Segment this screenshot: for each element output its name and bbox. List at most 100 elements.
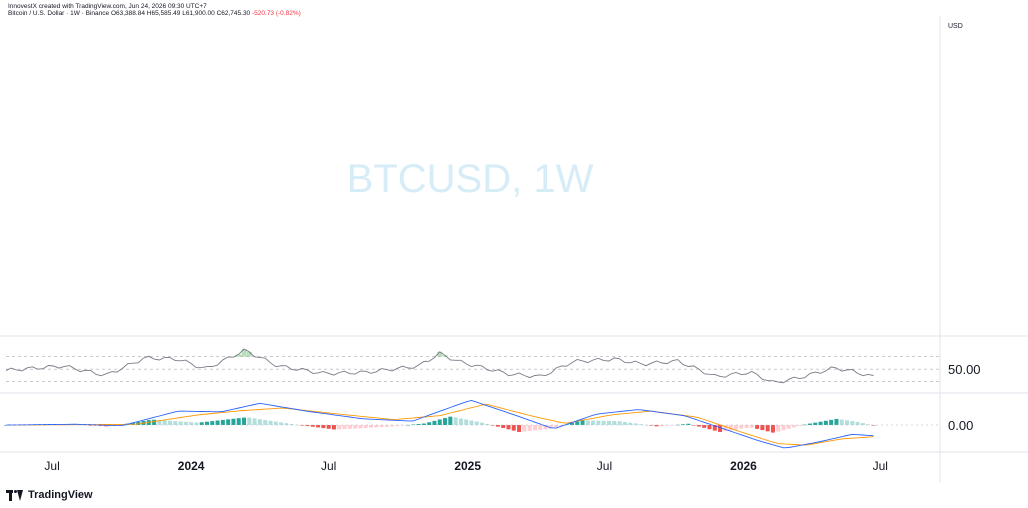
macd-histogram-bar <box>284 423 289 425</box>
macd-signal-line <box>6 404 874 446</box>
macd-histogram-bar <box>707 425 712 430</box>
macd-histogram-bar <box>823 420 828 425</box>
macd-histogram-bar <box>802 424 807 426</box>
macd-histogram-bar <box>665 425 670 426</box>
macd-histogram-bar <box>659 425 664 427</box>
macd-histogram-bar <box>257 419 262 425</box>
macd-histogram-bar <box>268 420 273 425</box>
macd-histogram-bar <box>601 420 606 425</box>
macd-histogram-bar <box>548 425 553 429</box>
macd-histogram-bar <box>649 425 654 426</box>
macd-histogram-bar <box>622 421 627 425</box>
macd-histogram-bar <box>152 419 157 425</box>
macd-histogram-bar <box>485 424 490 425</box>
macd-histogram-bar <box>839 419 844 425</box>
macd-histogram-bar <box>633 423 638 425</box>
macd-histogram-bar <box>829 419 834 425</box>
macd-histogram-bar <box>538 425 543 430</box>
macd-histogram-bar <box>818 421 823 425</box>
macd-histogram-bar <box>273 421 278 425</box>
macd-histogram-bar <box>744 425 749 428</box>
macd-histogram-bar <box>263 419 268 425</box>
macd-histogram-bar <box>490 425 495 426</box>
macd-histogram-bar <box>686 423 691 425</box>
brand-name: TradingView <box>28 489 93 501</box>
macd-histogram-bar <box>585 420 590 425</box>
macd-histogram-bar <box>136 421 141 425</box>
macd-histogram-bar <box>210 421 215 425</box>
macd-histogram-bar <box>517 425 522 432</box>
macd-histogram-bar <box>580 420 585 425</box>
macd-histogram-bar <box>845 420 850 425</box>
macd-histogram-bar <box>316 425 321 428</box>
macd-histogram-bar <box>776 425 781 432</box>
chart-header: InnovestX created with TradingView.com, … <box>8 3 301 17</box>
macd-histogram-bar <box>432 420 437 425</box>
macd-histogram-bar <box>638 424 643 425</box>
macd-histogram-bar <box>379 425 384 428</box>
macd-histogram-bar <box>199 422 204 425</box>
macd-histogram-bar <box>427 422 432 425</box>
macd-histogram-bar <box>226 419 231 425</box>
rsi-line <box>5 348 874 384</box>
macd-histogram-bar <box>162 420 167 425</box>
macd-histogram-bar <box>252 418 257 425</box>
macd-histogram-bar <box>215 420 220 425</box>
change-value: -520.73 (-0.82%) <box>252 10 301 17</box>
macd-histogram-bar <box>247 417 252 425</box>
macd-histogram-bar <box>220 419 225 425</box>
macd-histogram-bar <box>469 420 474 425</box>
macd-histogram-bar <box>390 425 395 427</box>
macd-histogram-bar <box>242 417 247 425</box>
macd-histogram-bar <box>755 425 760 429</box>
macd-histogram-bar <box>337 425 342 430</box>
time-axis-tick-label: 2026 <box>730 459 757 473</box>
macd-histogram-bar <box>702 425 707 428</box>
time-axis-tick-label: Jul <box>597 459 612 473</box>
macd-histogram-bar <box>358 425 363 429</box>
macd-histogram-bar <box>871 425 876 426</box>
macd-histogram-bar <box>411 424 416 426</box>
macd-histogram-bar <box>331 425 336 430</box>
macd-histogram-bar <box>453 417 458 425</box>
macd-histogram-bar <box>527 425 532 431</box>
low-value: L61,900.00 <box>182 10 215 17</box>
macd-histogram-bar <box>310 425 315 427</box>
time-axis-tick-label: 2025 <box>454 459 481 473</box>
tradingview-brand[interactable]: TradingView <box>6 489 93 501</box>
macd-histogram-bar <box>374 425 379 428</box>
macd-histogram-bar <box>575 421 580 425</box>
macd-histogram-bar <box>189 422 194 425</box>
tradingview-logo-icon <box>6 489 24 501</box>
macd-histogram-bar <box>448 416 453 425</box>
macd-histogram-bar <box>321 425 326 429</box>
macd-histogram-bar <box>506 425 511 430</box>
macd-histogram-bar <box>770 425 775 433</box>
macd-histogram-bar <box>786 425 791 429</box>
macd-histogram-bar <box>712 425 717 431</box>
macd-histogram-bar <box>347 425 352 429</box>
macd-histogram-bar <box>543 425 548 430</box>
high-value: H65,585.49 <box>146 10 181 17</box>
macd-histogram-bar <box>437 419 442 425</box>
macd-histogram-bar <box>157 420 162 425</box>
macd-histogram-bar <box>792 425 797 428</box>
macd-histogram-bar <box>495 425 500 427</box>
macd-histogram-bar <box>236 418 241 425</box>
currency-label: USD <box>948 23 963 30</box>
macd-histogram-bar <box>670 425 675 426</box>
macd-histogram-bar <box>760 425 765 431</box>
macd-histogram-bar <box>522 425 527 432</box>
open-value: O63,388.84 <box>110 10 145 17</box>
macd-histogram-bar <box>691 425 696 426</box>
macd-histogram-bar <box>511 425 516 431</box>
macd-histogram-bar <box>850 421 855 425</box>
macd-histogram-bar <box>88 425 93 426</box>
ohlc-line: Bitcoin / U.S. Dollar · 1W · Binance O63… <box>8 10 301 17</box>
chart-watermark: BTCUSD, 1W <box>347 157 594 201</box>
macd-histogram-bar <box>178 421 183 425</box>
macd-histogram-bar <box>289 423 294 425</box>
macd-histogram-bar <box>781 425 786 431</box>
macd-line <box>5 400 874 449</box>
